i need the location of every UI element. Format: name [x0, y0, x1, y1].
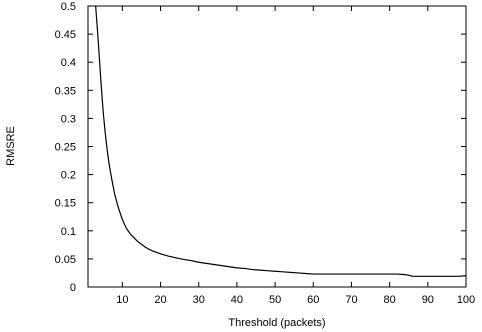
x-tick-label: 20 [154, 294, 166, 306]
y-tick-label: 0.3 [61, 113, 76, 125]
x-axis: 10 20 30 40 50 60 70 80 90 100 [116, 6, 475, 306]
y-tick-label: 0.15 [55, 198, 76, 210]
x-tick-label: 60 [307, 294, 319, 306]
x-tick-label: 50 [269, 294, 281, 306]
rmsre-line [95, 5, 467, 277]
plot-frame [87, 5, 467, 288]
y-tick-label: 0.5 [61, 1, 76, 13]
x-tick-label: 100 [457, 294, 475, 306]
x-tick-label: 10 [116, 294, 128, 306]
x-tick-label: 70 [345, 294, 357, 306]
y-tick-label: 0 [70, 282, 76, 294]
series-group [95, 5, 467, 277]
x-axis-label: Threshold (packets) [228, 317, 325, 329]
y-tick-label: 0.2 [61, 170, 76, 182]
x-tick-label: 40 [231, 294, 243, 306]
y-tick-label: 0.45 [55, 29, 76, 41]
y-tick-label: 0.05 [55, 254, 76, 266]
y-axis-label: RMSRE [5, 126, 17, 166]
x-tick-label: 90 [422, 294, 434, 306]
y-tick-label: 0.25 [55, 142, 76, 154]
y-tick-label: 0.1 [61, 226, 76, 238]
y-tick-label: 0.4 [61, 57, 76, 69]
x-tick-label: 80 [384, 294, 396, 306]
x-tick-label: 30 [193, 294, 205, 306]
y-tick-label: 0.35 [55, 85, 76, 97]
y-axis: 0 0.05 0.1 0.15 0.2 0.25 0.3 0.35 0.4 0.45 0.5 [55, 1, 466, 294]
